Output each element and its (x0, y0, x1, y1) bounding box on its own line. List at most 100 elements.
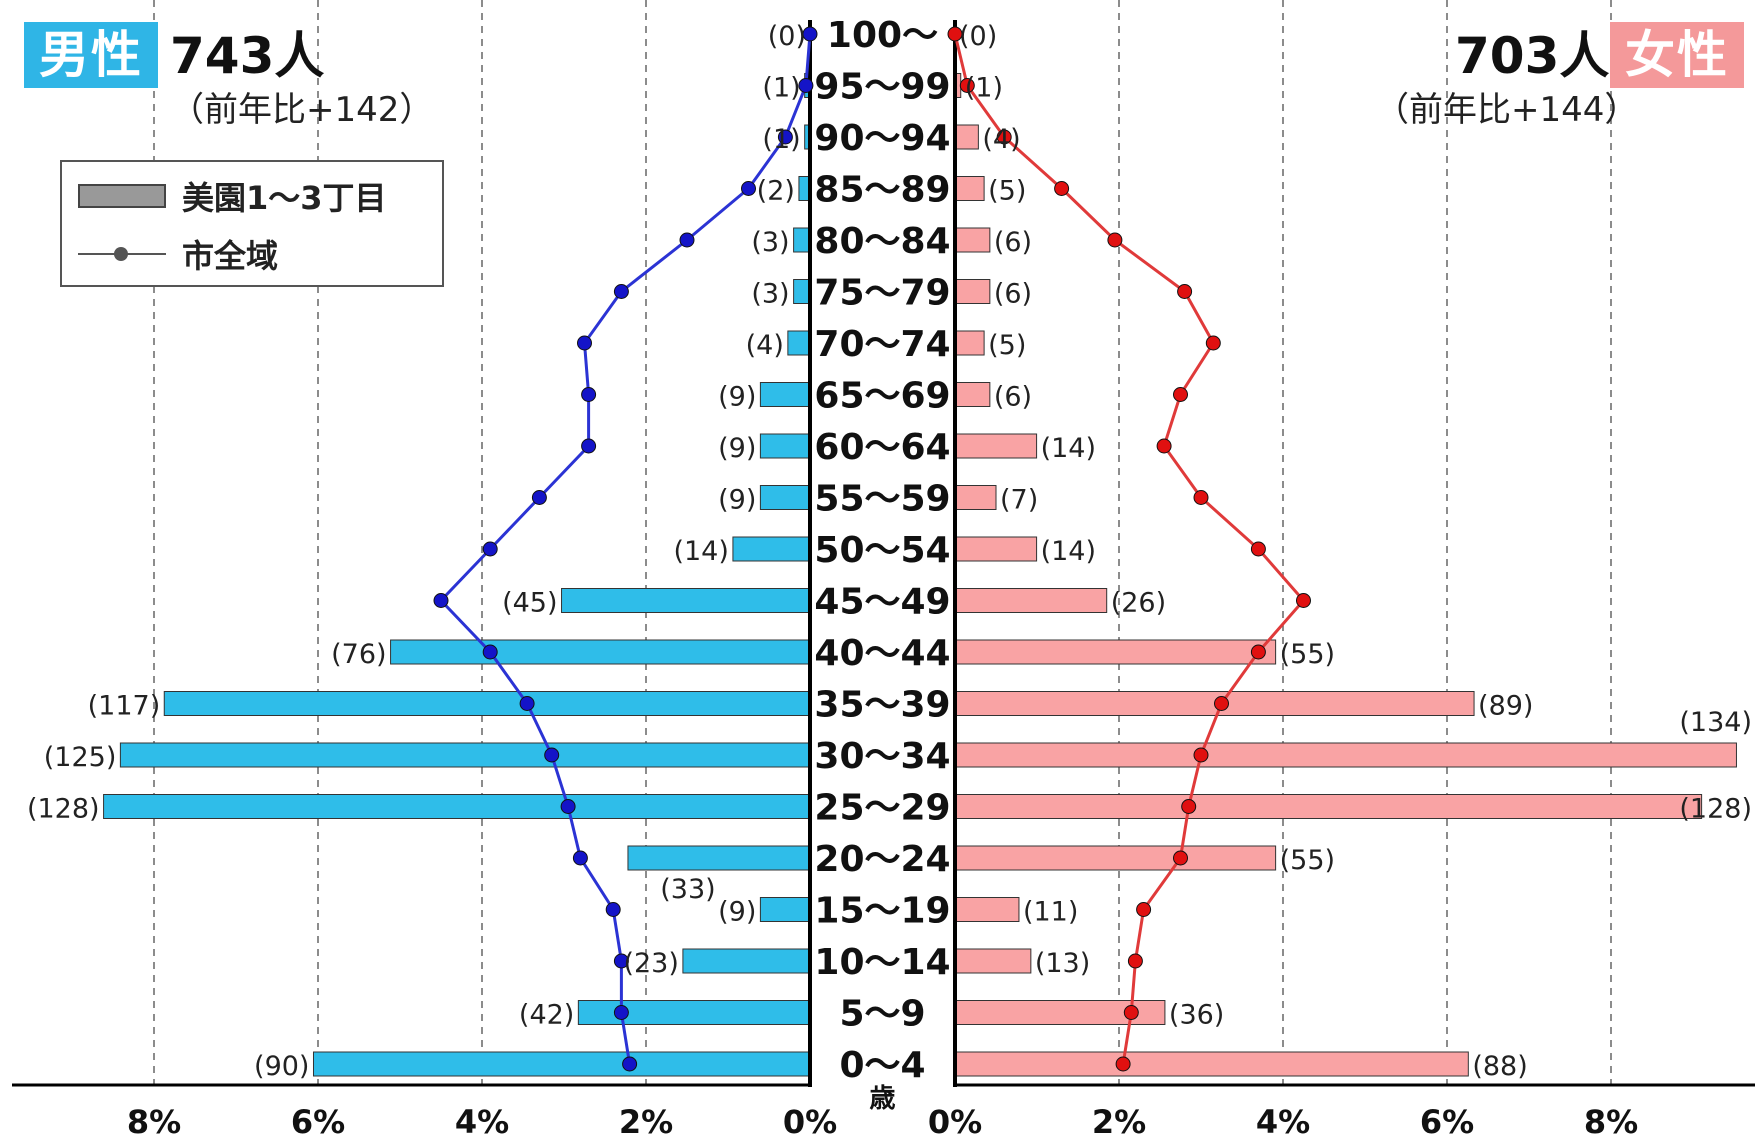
female-city-point (1107, 232, 1123, 248)
male-bar (787, 330, 811, 356)
female-city-point (1173, 850, 1188, 866)
female-city-point (996, 129, 1012, 145)
female-city-point (1136, 902, 1152, 917)
male-bar (390, 639, 811, 665)
female-city-point (1054, 181, 1070, 196)
female-bar (954, 742, 1737, 768)
female-count-label: (14) (1041, 433, 1096, 464)
female-count-label: (26) (1111, 588, 1166, 619)
male-bar (759, 433, 811, 459)
male-bar (163, 691, 811, 716)
male-count-label: (0) (768, 21, 806, 52)
female-city-point (1205, 335, 1221, 351)
female-bar (954, 382, 991, 407)
male-badge: 男性 (24, 22, 158, 88)
city-lines (433, 26, 1311, 1072)
male-city-point (802, 26, 818, 42)
male-bar (312, 1051, 811, 1077)
age-label: 30～34 (814, 736, 950, 777)
age-unit-label: 歳 (869, 1084, 895, 1114)
male-city-point (482, 644, 498, 660)
female-count-label: (134) (1679, 707, 1752, 738)
male-city-point (613, 284, 629, 299)
female-count-label: (36) (1169, 1000, 1224, 1031)
male-count-label: (117) (88, 691, 161, 722)
female-bar (954, 433, 1038, 459)
female-count-label: (128) (1679, 794, 1752, 825)
female-city-point (1156, 438, 1172, 454)
male-bar (103, 794, 811, 819)
male-count-label: (42) (519, 1000, 574, 1031)
female-count-label: (14) (1041, 536, 1096, 567)
x-tick-label: 8% (127, 1103, 181, 1139)
male-city-point (741, 181, 756, 196)
female-bar (954, 176, 985, 201)
female-count-label: (5) (988, 176, 1026, 207)
male-city-point (679, 232, 695, 248)
female-city-point (1250, 541, 1266, 557)
male-city-point (572, 850, 588, 866)
male-count-label: (1) (762, 124, 800, 155)
age-label: 50～54 (814, 530, 950, 571)
age-label: 45～49 (814, 582, 950, 623)
age-label: 25～29 (814, 788, 950, 829)
age-label: 90～94 (814, 118, 950, 159)
age-label: 60～64 (814, 427, 950, 468)
female-count-label: (6) (994, 279, 1032, 310)
legend-line-swatch (78, 243, 166, 265)
female-count-label: (11) (1023, 897, 1078, 928)
x-tick-label: 4% (455, 1103, 509, 1139)
male-count-label: (1) (762, 73, 800, 104)
legend: 美園1～3丁目 市全域 (60, 160, 444, 287)
male-city-point (560, 799, 576, 814)
female-city-point (1115, 1056, 1131, 1072)
male-total: 743人 (170, 27, 325, 85)
age-label: 15～19 (814, 891, 950, 932)
male-count-label: (9) (718, 485, 756, 516)
male-count-label: (14) (673, 536, 728, 567)
male-count-label: (128) (27, 794, 100, 825)
female-city-point (1250, 644, 1266, 660)
female-city-point (1214, 696, 1229, 711)
male-city-point (519, 696, 535, 711)
male-count-label: (4) (746, 330, 784, 361)
female-city-point (1173, 387, 1188, 402)
male-bar (577, 1000, 811, 1025)
male-city-point (581, 438, 597, 454)
female-bar (954, 279, 991, 304)
legend-line-entry: 市全域 (78, 234, 279, 275)
male-count-label: (9) (718, 433, 756, 464)
female-badge: 女性 (1610, 22, 1744, 88)
female-yoy: （前年比+144） (1375, 90, 1639, 130)
male-count-label: (90) (254, 1051, 309, 1082)
female-count-label: (88) (1472, 1051, 1527, 1082)
age-label: 10～14 (814, 942, 950, 983)
male-count-label: (9) (718, 897, 756, 928)
female-count-label: (5) (988, 330, 1026, 361)
age-label: 85～89 (814, 170, 950, 211)
female-bar (954, 897, 1020, 922)
x-tick-label: 2% (1092, 1103, 1146, 1139)
male-city-point (605, 902, 621, 917)
age-label: 75～79 (814, 273, 950, 314)
legend-line-label: 市全域 (182, 237, 279, 275)
female-bar (954, 639, 1277, 665)
x-tick-label: 0% (928, 1103, 982, 1139)
age-label: 55～59 (814, 479, 950, 520)
male-count-label: (33) (660, 874, 715, 905)
female-bar (954, 845, 1277, 871)
age-label: 70～74 (814, 324, 950, 365)
legend-bar-label: 美園1～3丁目 (182, 179, 387, 217)
female-city-point (1296, 593, 1311, 608)
male-city-point (798, 78, 814, 93)
female-bar (954, 1051, 1469, 1077)
female-bar (954, 794, 1703, 819)
age-label: 0～4 (839, 1045, 925, 1086)
age-label: 95～99 (814, 67, 950, 108)
female-count-label: (55) (1280, 845, 1335, 876)
female-city-point (1127, 953, 1143, 969)
male-count-label: (9) (718, 382, 756, 413)
bars (12, 20, 1755, 1087)
female-count-label: (13) (1035, 948, 1090, 979)
